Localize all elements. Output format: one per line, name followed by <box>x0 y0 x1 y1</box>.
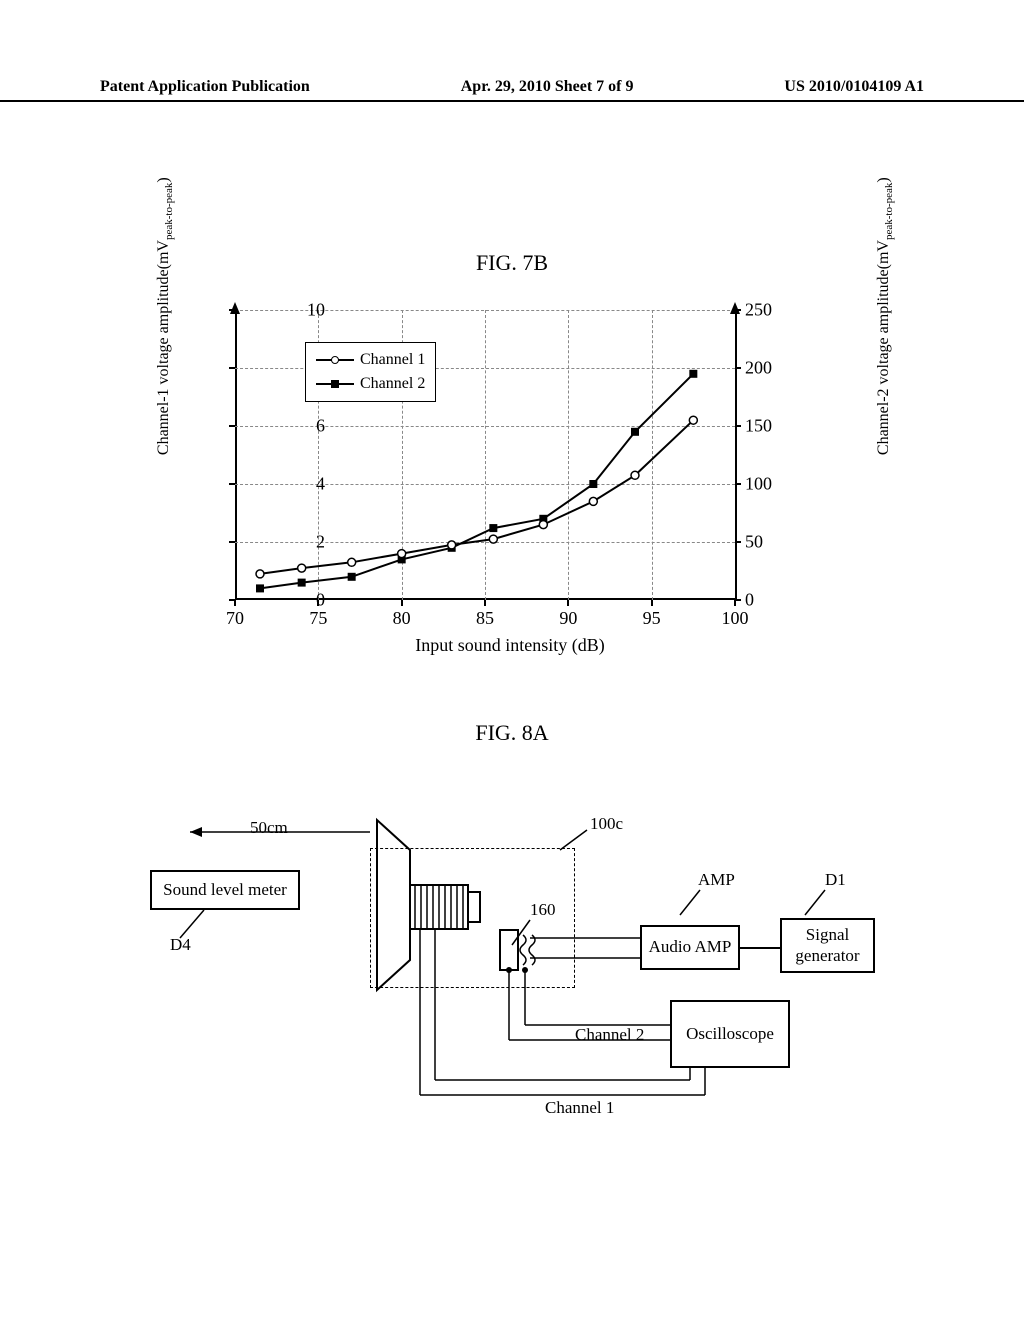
page-header: Patent Application Publication Apr. 29, … <box>0 78 1024 102</box>
x-tick-label: 95 <box>643 608 661 629</box>
y2-tick-label: 200 <box>745 358 795 379</box>
legend-row-1: Channel 1 <box>316 348 425 372</box>
right-axis <box>735 310 737 600</box>
d4-label: D4 <box>170 935 191 955</box>
header-left: Patent Application Publication <box>100 78 310 96</box>
channel2-label: Channel 2 <box>575 1025 644 1045</box>
sound-meter-label: Sound level meter <box>163 880 287 900</box>
header-right: US 2010/0104109 A1 <box>784 78 924 96</box>
ref-100c-label: 100c <box>590 814 623 834</box>
square-marker-icon <box>331 380 339 388</box>
legend-label-1: Channel 1 <box>360 351 425 369</box>
oscilloscope-box: Oscilloscope <box>670 1000 790 1068</box>
d1-label: D1 <box>825 870 846 890</box>
y2-tick-label: 100 <box>745 474 795 495</box>
sound-level-meter-box: Sound level meter <box>150 870 300 910</box>
y2-tick-label: 50 <box>745 532 795 553</box>
distance-label: 50cm <box>250 818 288 838</box>
x-tick-label: 100 <box>722 608 749 629</box>
x-tick-label: 85 <box>476 608 494 629</box>
signal-gen-text: Signal generator <box>795 925 859 966</box>
fig7b-title: FIG. 7B <box>0 250 1024 276</box>
oscilloscope-text: Oscilloscope <box>686 1024 774 1044</box>
fig7b-chart: Channel-1 voltage amplitude(mVpeak-to-pe… <box>185 300 835 670</box>
legend-row-2: Channel 2 <box>316 372 425 396</box>
legend: Channel 1 Channel 2 <box>305 342 436 402</box>
audio-amp-box: Audio AMP <box>640 925 740 970</box>
legend-label-2: Channel 2 <box>360 375 425 393</box>
header-center: Apr. 29, 2010 Sheet 7 of 9 <box>461 78 634 96</box>
circle-marker-icon <box>331 356 339 364</box>
ref-160-label: 160 <box>530 900 556 920</box>
y2-tick-label: 250 <box>745 300 795 321</box>
amp-label: AMP <box>698 870 735 890</box>
channel1-label: Channel 1 <box>545 1098 614 1118</box>
x-tick-label: 90 <box>559 608 577 629</box>
audio-amp-text: Audio AMP <box>649 937 732 957</box>
x-tick-label: 75 <box>309 608 327 629</box>
x-tick-label: 80 <box>393 608 411 629</box>
y2-axis-label: Channel-2 voltage amplitude(mVpeak-to-pe… <box>875 177 895 455</box>
y1-axis-label: Channel-1 voltage amplitude(mVpeak-to-pe… <box>155 177 175 455</box>
fig8a-title: FIG. 8A <box>0 720 1024 746</box>
fig8a-diagram: 50cm Sound level meter D4 100c 160 AMP A… <box>150 790 910 1130</box>
x-axis-label: Input sound intensity (dB) <box>415 635 605 656</box>
x-tick-label: 70 <box>226 608 244 629</box>
signal-generator-box: Signal generator <box>780 918 875 973</box>
y2-tick-label: 150 <box>745 416 795 437</box>
y2-tick-label: 0 <box>745 590 795 611</box>
